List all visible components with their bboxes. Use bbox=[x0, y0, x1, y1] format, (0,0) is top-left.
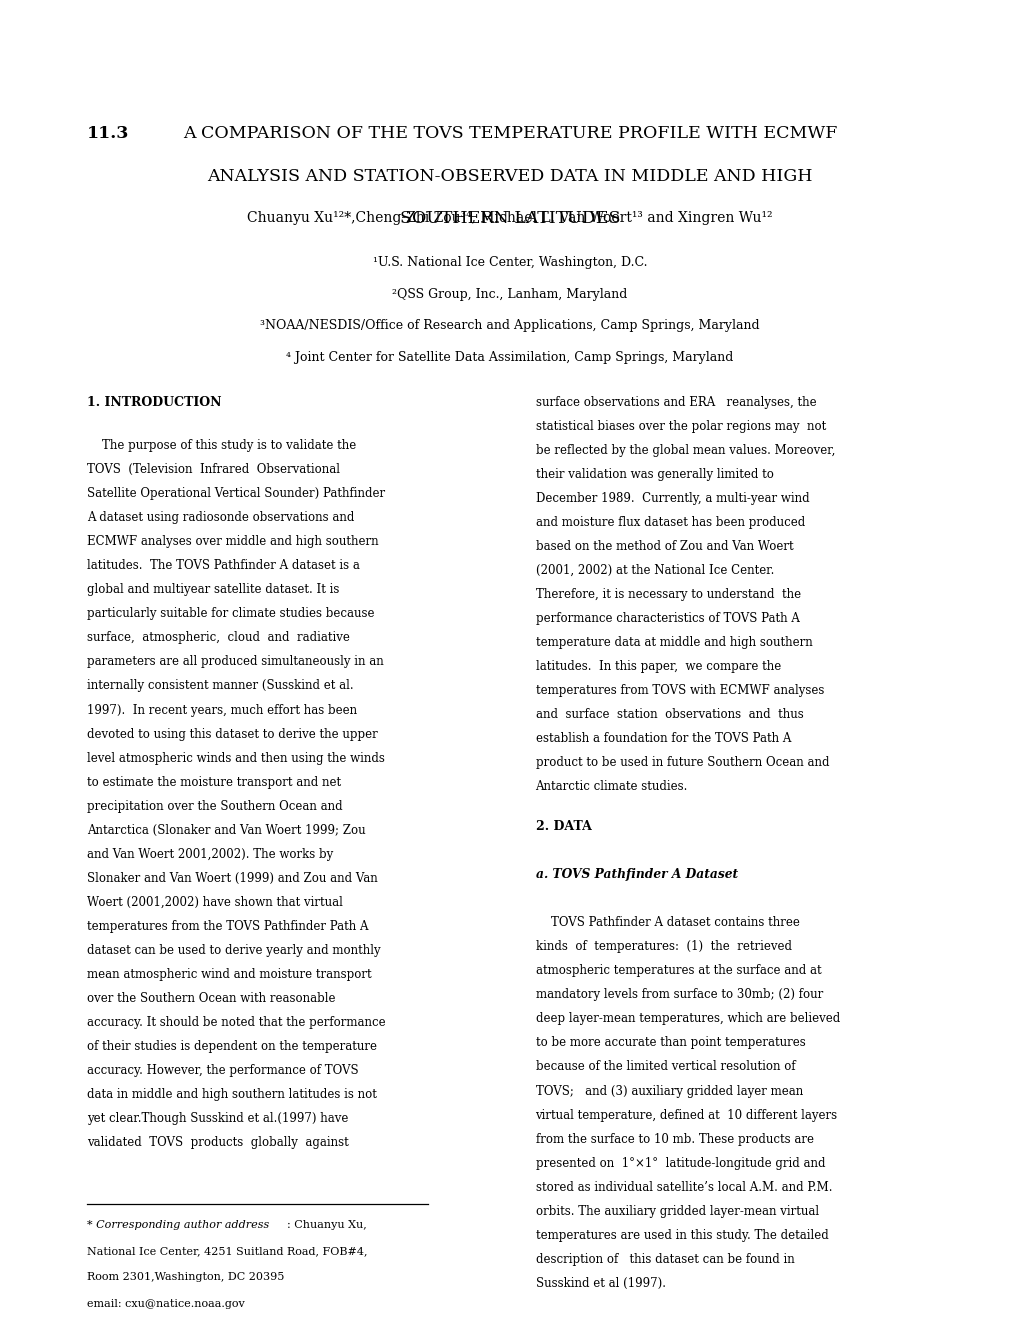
Text: presented on  1°×1°  latitude-longitude grid and: presented on 1°×1° latitude-longitude gr… bbox=[535, 1156, 824, 1170]
Text: ²QSS Group, Inc., Lanham, Maryland: ²QSS Group, Inc., Lanham, Maryland bbox=[392, 288, 627, 301]
Text: based on the method of Zou and Van Woert: based on the method of Zou and Van Woert bbox=[535, 540, 793, 553]
Text: ⁴ Joint Center for Satellite Data Assimilation, Camp Springs, Maryland: ⁴ Joint Center for Satellite Data Assimi… bbox=[286, 351, 733, 364]
Text: over the Southern Ocean with reasonable: over the Southern Ocean with reasonable bbox=[87, 991, 335, 1005]
Text: National Ice Center, 4251 Suitland Road, FOB#4,: National Ice Center, 4251 Suitland Road,… bbox=[87, 1246, 367, 1257]
Text: because of the limited vertical resolution of: because of the limited vertical resoluti… bbox=[535, 1060, 795, 1073]
Text: description of   this dataset can be found in: description of this dataset can be found… bbox=[535, 1253, 794, 1266]
Text: TOVS Pathfinder A dataset contains three: TOVS Pathfinder A dataset contains three bbox=[535, 916, 799, 929]
Text: precipitation over the Southern Ocean and: precipitation over the Southern Ocean an… bbox=[87, 800, 342, 813]
Text: atmospheric temperatures at the surface and at: atmospheric temperatures at the surface … bbox=[535, 965, 820, 977]
Text: Satellite Operational Vertical Sounder) Pathfinder: Satellite Operational Vertical Sounder) … bbox=[87, 487, 384, 500]
Text: and Van Woert 2001,2002). The works by: and Van Woert 2001,2002). The works by bbox=[87, 847, 332, 861]
Text: particularly suitable for climate studies because: particularly suitable for climate studie… bbox=[87, 607, 374, 620]
Text: TOVS  (Television  Infrared  Observational: TOVS (Television Infrared Observational bbox=[87, 463, 339, 477]
Text: internally consistent manner (Susskind et al.: internally consistent manner (Susskind e… bbox=[87, 680, 353, 693]
Text: ANALYSIS AND STATION-OBSERVED DATA IN MIDDLE AND HIGH: ANALYSIS AND STATION-OBSERVED DATA IN MI… bbox=[207, 168, 812, 185]
Text: December 1989.  Currently, a multi-year wind: December 1989. Currently, a multi-year w… bbox=[535, 492, 808, 506]
Text: Room 2301,Washington, DC 20395: Room 2301,Washington, DC 20395 bbox=[87, 1272, 284, 1283]
Text: 1997).  In recent years, much effort has been: 1997). In recent years, much effort has … bbox=[87, 704, 357, 717]
Text: 1. INTRODUCTION: 1. INTRODUCTION bbox=[87, 396, 221, 409]
Text: Antarctic climate studies.: Antarctic climate studies. bbox=[535, 780, 687, 793]
Text: data in middle and high southern latitudes is not: data in middle and high southern latitud… bbox=[87, 1088, 376, 1101]
Text: stored as individual satellite’s local A.M. and P.M.: stored as individual satellite’s local A… bbox=[535, 1180, 832, 1193]
Text: 11.3: 11.3 bbox=[87, 125, 129, 143]
Text: A dataset using radiosonde observations and: A dataset using radiosonde observations … bbox=[87, 511, 354, 524]
Text: statistical biases over the polar regions may  not: statistical biases over the polar region… bbox=[535, 420, 825, 433]
Text: ¹U.S. National Ice Center, Washington, D.C.: ¹U.S. National Ice Center, Washington, D… bbox=[372, 256, 647, 269]
Text: global and multiyear satellite dataset. It is: global and multiyear satellite dataset. … bbox=[87, 583, 338, 597]
Text: orbits. The auxiliary gridded layer-mean virtual: orbits. The auxiliary gridded layer-mean… bbox=[535, 1205, 818, 1217]
Text: validated  TOVS  products  globally  against: validated TOVS products globally against bbox=[87, 1137, 348, 1148]
Text: accuracy. It should be noted that the performance: accuracy. It should be noted that the pe… bbox=[87, 1016, 385, 1028]
Text: Slonaker and Van Woert (1999) and Zou and Van: Slonaker and Van Woert (1999) and Zou an… bbox=[87, 871, 377, 884]
Text: email: cxu@natice.noaa.gov: email: cxu@natice.noaa.gov bbox=[87, 1299, 245, 1309]
Text: Woert (2001,2002) have shown that virtual: Woert (2001,2002) have shown that virtua… bbox=[87, 896, 342, 908]
Text: devoted to using this dataset to derive the upper: devoted to using this dataset to derive … bbox=[87, 727, 377, 741]
Text: parameters are all produced simultaneously in an: parameters are all produced simultaneous… bbox=[87, 656, 383, 668]
Text: dataset can be used to derive yearly and monthly: dataset can be used to derive yearly and… bbox=[87, 944, 380, 957]
Text: temperature data at middle and high southern: temperature data at middle and high sout… bbox=[535, 636, 811, 649]
Text: mean atmospheric wind and moisture transport: mean atmospheric wind and moisture trans… bbox=[87, 968, 371, 981]
Text: temperatures from the TOVS Pathfinder Path A: temperatures from the TOVS Pathfinder Pa… bbox=[87, 920, 368, 933]
Text: performance characteristics of TOVS Path A: performance characteristics of TOVS Path… bbox=[535, 612, 799, 626]
Text: surface,  atmospheric,  cloud  and  radiative: surface, atmospheric, cloud and radiativ… bbox=[87, 631, 350, 644]
Text: * Corresponding author address: * Corresponding author address bbox=[87, 1220, 269, 1230]
Text: temperatures are used in this study. The detailed: temperatures are used in this study. The… bbox=[535, 1229, 827, 1242]
Text: latitudes.  In this paper,  we compare the: latitudes. In this paper, we compare the bbox=[535, 660, 780, 673]
Text: level atmospheric winds and then using the winds: level atmospheric winds and then using t… bbox=[87, 751, 384, 764]
Text: Therefore, it is necessary to understand  the: Therefore, it is necessary to understand… bbox=[535, 589, 800, 601]
Text: Antarctica (Slonaker and Van Woert 1999; Zou: Antarctica (Slonaker and Van Woert 1999;… bbox=[87, 824, 365, 837]
Text: from the surface to 10 mb. These products are: from the surface to 10 mb. These product… bbox=[535, 1133, 813, 1146]
Text: temperatures from TOVS with ECMWF analyses: temperatures from TOVS with ECMWF analys… bbox=[535, 684, 823, 697]
Text: Susskind et al (1997).: Susskind et al (1997). bbox=[535, 1276, 664, 1290]
Text: and  surface  station  observations  and  thus: and surface station observations and thu… bbox=[535, 709, 803, 721]
Text: TOVS;   and (3) auxiliary gridded layer mean: TOVS; and (3) auxiliary gridded layer me… bbox=[535, 1085, 802, 1097]
Text: surface observations and ERA   reanalyses, the: surface observations and ERA reanalyses,… bbox=[535, 396, 815, 409]
Text: (2001, 2002) at the National Ice Center.: (2001, 2002) at the National Ice Center. bbox=[535, 564, 773, 577]
Text: yet clear.Though Susskind et al.(1997) have: yet clear.Though Susskind et al.(1997) h… bbox=[87, 1111, 347, 1125]
Text: deep layer-mean temperatures, which are believed: deep layer-mean temperatures, which are … bbox=[535, 1012, 839, 1026]
Text: : Chuanyu Xu,: : Chuanyu Xu, bbox=[286, 1220, 366, 1230]
Text: and moisture flux dataset has been produced: and moisture flux dataset has been produ… bbox=[535, 516, 804, 529]
Text: mandatory levels from surface to 30mb; (2) four: mandatory levels from surface to 30mb; (… bbox=[535, 989, 822, 1002]
Text: The purpose of this study is to validate the: The purpose of this study is to validate… bbox=[87, 440, 356, 453]
Text: product to be used in future Southern Ocean and: product to be used in future Southern Oc… bbox=[535, 756, 828, 770]
Text: of their studies is dependent on the temperature: of their studies is dependent on the tem… bbox=[87, 1040, 376, 1053]
Text: kinds  of  temperatures:  (1)  the  retrieved: kinds of temperatures: (1) the retrieved bbox=[535, 940, 791, 953]
Text: to be more accurate than point temperatures: to be more accurate than point temperatu… bbox=[535, 1036, 804, 1049]
Text: accuracy. However, the performance of TOVS: accuracy. However, the performance of TO… bbox=[87, 1064, 358, 1077]
Text: ³NOAA/NESDIS/Office of Research and Applications, Camp Springs, Maryland: ³NOAA/NESDIS/Office of Research and Appl… bbox=[260, 319, 759, 333]
Text: to estimate the moisture transport and net: to estimate the moisture transport and n… bbox=[87, 776, 340, 788]
Text: Chuanyu Xu¹²*,Cheng-Zhi Zou³⁴, Michael L. Van Woert¹³ and Xingren Wu¹²: Chuanyu Xu¹²*,Cheng-Zhi Zou³⁴, Michael L… bbox=[247, 211, 772, 226]
Text: 2. DATA: 2. DATA bbox=[535, 820, 591, 833]
Text: A COMPARISON OF THE TOVS TEMPERATURE PROFILE WITH ECMWF: A COMPARISON OF THE TOVS TEMPERATURE PRO… bbox=[182, 125, 837, 143]
Text: virtual temperature, defined at  10 different layers: virtual temperature, defined at 10 diffe… bbox=[535, 1109, 837, 1122]
Text: a. TOVS Pathfinder A Dataset: a. TOVS Pathfinder A Dataset bbox=[535, 869, 737, 882]
Text: their validation was generally limited to: their validation was generally limited t… bbox=[535, 469, 772, 480]
Text: establish a foundation for the TOVS Path A: establish a foundation for the TOVS Path… bbox=[535, 733, 790, 746]
Text: SOUTHERN LATITUDES: SOUTHERN LATITUDES bbox=[399, 210, 620, 227]
Text: be reflected by the global mean values. Moreover,: be reflected by the global mean values. … bbox=[535, 444, 835, 457]
Text: ECMWF analyses over middle and high southern: ECMWF analyses over middle and high sout… bbox=[87, 536, 378, 548]
Text: latitudes.  The TOVS Pathfinder A dataset is a: latitudes. The TOVS Pathfinder A dataset… bbox=[87, 560, 360, 573]
